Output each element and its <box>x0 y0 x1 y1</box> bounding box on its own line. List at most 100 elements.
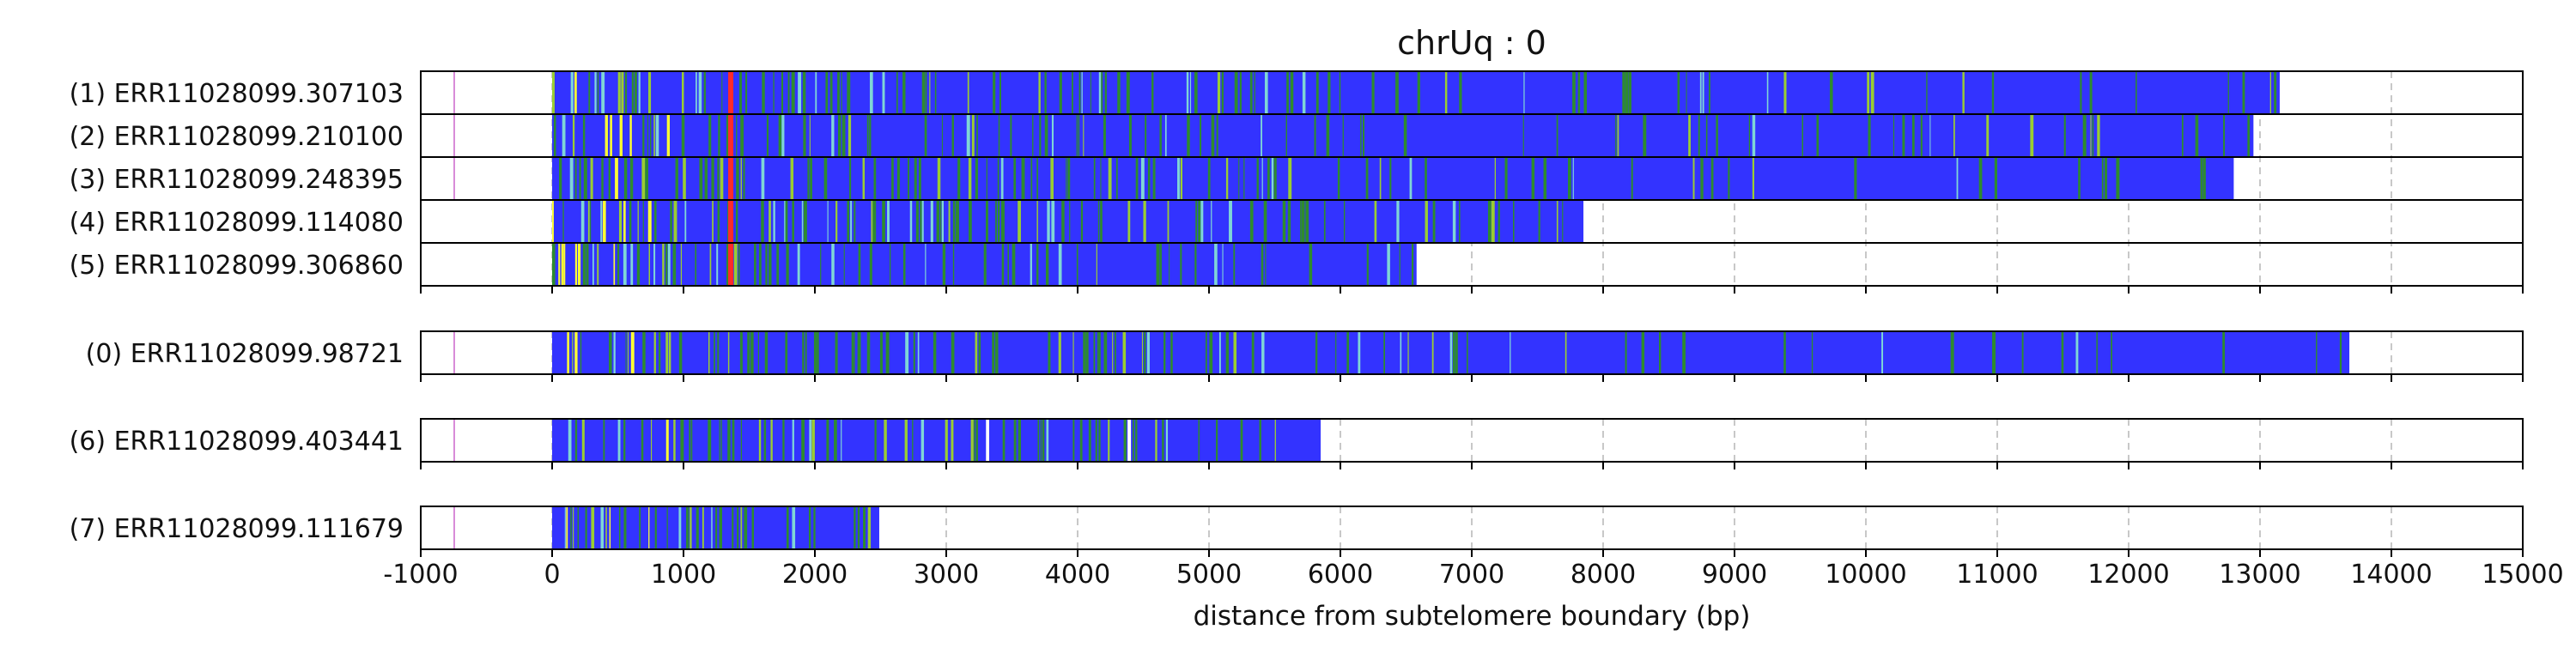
read-variant-stripe <box>831 243 835 286</box>
read-variant-stripe <box>553 114 556 157</box>
read-variant-stripe <box>1038 71 1041 114</box>
read-variant-stripe <box>1705 114 1708 157</box>
read-variant-stripe <box>1728 157 1730 200</box>
read-variant-stripe <box>973 419 975 462</box>
read-variant-stripe <box>820 243 822 286</box>
read-variant-stripe <box>1194 243 1197 286</box>
read-track <box>453 506 879 549</box>
read-marker <box>453 71 455 114</box>
read-variant-stripe <box>1513 200 1515 243</box>
read-variant-stripe <box>1504 157 1508 200</box>
read-variant-stripe <box>1007 243 1009 286</box>
read-variant-stripe <box>1346 331 1349 374</box>
read-variant-stripe <box>1098 71 1102 114</box>
read-variant-stripe <box>1221 71 1224 114</box>
read-variant-stripe <box>1108 157 1112 200</box>
read-variant-stripe <box>787 71 790 114</box>
read-variant-stripe <box>2092 114 2094 157</box>
read-variant-stripe <box>1081 71 1083 114</box>
read-label: (4) ERR11028099.114080 <box>69 208 404 238</box>
read-variant-stripe <box>1583 71 1588 114</box>
read-variant-stripe <box>1036 200 1038 243</box>
read-label: (7) ERR11028099.111679 <box>69 514 404 544</box>
read-variant-stripe <box>956 200 959 243</box>
read-variant-stripe <box>712 200 714 243</box>
read-variant-stripe <box>1282 200 1286 243</box>
read-variant-stripe <box>2116 157 2120 200</box>
read-variant-stripe <box>1127 200 1131 243</box>
read-variant-stripe <box>902 243 906 286</box>
read-variant-stripe <box>1044 114 1048 157</box>
read-variant-stripe <box>1323 200 1326 243</box>
x-tick-label: 1000 <box>650 560 717 590</box>
read-variant-stripe <box>1870 71 1874 114</box>
read-variant-stripe <box>1395 71 1399 114</box>
read-variant-stripe <box>609 331 612 374</box>
read-variant-stripe <box>619 114 623 157</box>
read-variant-stripe <box>678 331 683 374</box>
read-variant-stripe <box>2090 114 2092 157</box>
read-variant-stripe <box>999 71 1001 114</box>
read-variant-stripe <box>681 114 685 157</box>
read-variant-stripe <box>552 71 555 114</box>
read-variant-stripe <box>1239 71 1242 114</box>
read-variant-stripe <box>951 114 954 157</box>
read-variant-stripe <box>1641 331 1645 374</box>
read-variant-stripe <box>1249 71 1253 114</box>
read-variant-stripe <box>1013 157 1017 200</box>
read-variant-stripe <box>896 157 900 200</box>
read-variant-stripe <box>721 71 723 114</box>
read-variant-stripe <box>1986 114 1990 157</box>
read-variant-stripe <box>1911 114 1915 157</box>
read-variant-stripe <box>618 200 623 243</box>
read-repeat-fill <box>552 157 2234 200</box>
read-variant-stripe <box>1200 200 1204 243</box>
read-variant-stripe <box>690 506 692 549</box>
read-variant-stripe <box>617 243 620 286</box>
read-variant-stripe <box>975 157 978 200</box>
read-variant-stripe <box>650 419 653 462</box>
read-repeat-fill <box>552 114 2254 157</box>
read-variant-stripe <box>590 200 592 243</box>
read-variant-stripe <box>1167 200 1170 243</box>
read-variant-stripe <box>1956 157 1959 200</box>
read-variant-stripe <box>696 506 699 549</box>
read-variant-stripe <box>1198 419 1200 462</box>
read-variant-stripe <box>675 157 678 200</box>
read-variant-stripe <box>1180 243 1182 286</box>
read-variant-stripe <box>2316 331 2318 374</box>
read-variant-stripe <box>1783 71 1787 114</box>
read-variant-stripe <box>1538 200 1540 243</box>
read-variant-stripe <box>1155 419 1157 462</box>
read-variant-stripe <box>1867 71 1870 114</box>
read-variant-stripe <box>582 243 586 286</box>
read-variant-stripe <box>781 114 785 157</box>
read-variant-stripe <box>1314 114 1316 157</box>
read-variant-stripe <box>1195 200 1198 243</box>
read-variant-stripe <box>2089 71 2093 114</box>
read-variant-stripe <box>1716 114 1718 157</box>
read-variant-stripe <box>2269 71 2271 114</box>
read-variant-stripe <box>1285 114 1287 157</box>
read-variant-stripe <box>2082 114 2087 157</box>
read-variant-stripe <box>948 200 951 243</box>
read-variant-stripe <box>1327 71 1331 114</box>
read-variant-stripe <box>801 200 804 243</box>
read-variant-stripe <box>719 506 723 549</box>
read-variant-stripe <box>866 114 869 157</box>
read-variant-stripe <box>585 506 587 549</box>
read-variant-stripe <box>591 506 595 549</box>
read-variant-stripe <box>613 331 616 374</box>
read-variant-stripe <box>623 243 627 286</box>
read-variant-stripe <box>1127 419 1132 462</box>
read-variant-stripe <box>2096 331 2098 374</box>
read-variant-stripe <box>1240 419 1243 462</box>
read-variant-stripe <box>588 71 591 114</box>
read-variant-stripe <box>1829 71 1833 114</box>
read-variant-stripe <box>978 331 981 374</box>
read-variant-stripe <box>1093 157 1096 200</box>
read-variant-stripe <box>1811 331 1814 374</box>
read-variant-stripe <box>968 157 972 200</box>
read-variant-stripe <box>2202 157 2206 200</box>
read-variant-stripe <box>1702 71 1704 114</box>
